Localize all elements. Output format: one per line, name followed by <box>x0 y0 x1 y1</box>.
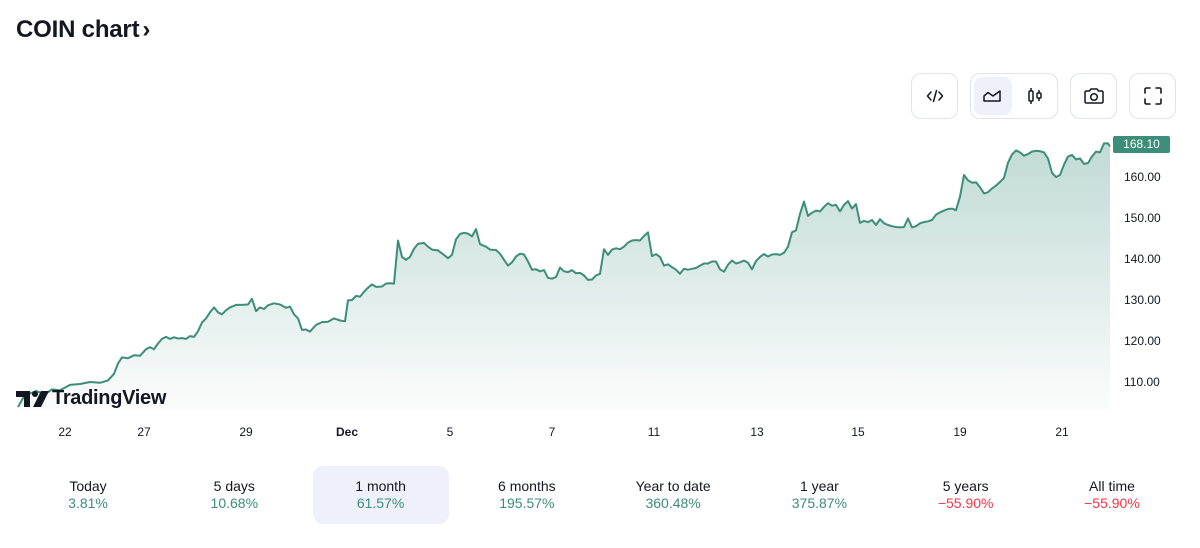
period-label: All time <box>1089 478 1135 494</box>
x-axis-tick: 22 <box>58 425 72 439</box>
y-axis-tick: 120.00 <box>1124 334 1161 348</box>
period-label: 5 days <box>213 478 255 494</box>
y-axis-tick: 110.00 <box>1124 375 1160 389</box>
area-chart-button[interactable] <box>974 77 1012 115</box>
performance-periods: Today 3.81% 5 days 10.68% 1 month 61.57% 6 mon… <box>0 466 1200 524</box>
period-tab-all-time[interactable]: All time −55.90% <box>1044 466 1180 524</box>
period-label: 5 years <box>942 478 989 494</box>
price-area-fill <box>18 143 1110 410</box>
period-change-value: 10.68% <box>210 495 259 511</box>
fullscreen-icon <box>1143 87 1162 105</box>
chevron-right-icon: › <box>142 16 151 43</box>
chart-toolbar <box>911 73 1176 119</box>
period-tab-5-years[interactable]: 5 years −55.90% <box>898 466 1034 524</box>
period-label: 6 months <box>498 478 556 494</box>
period-tab-today[interactable]: Today 3.81% <box>20 466 156 524</box>
period-tab-5-days[interactable]: 5 days 10.68% <box>166 466 302 524</box>
page-title: COIN chart <box>16 16 140 43</box>
period-label: Year to date <box>635 478 711 494</box>
camera-icon <box>1083 88 1104 104</box>
x-axis-tick: 11 <box>647 425 661 439</box>
period-tab-1-month[interactable]: 1 month 61.57% <box>312 466 449 524</box>
tradingview-logo-icon <box>16 390 49 407</box>
y-axis-tick: 140.00 <box>1124 252 1161 266</box>
period-change-value: 375.87% <box>791 495 848 511</box>
x-axis-tick: 29 <box>239 425 253 439</box>
period-change-value: 3.81% <box>68 495 108 511</box>
embed-code-button[interactable] <box>911 73 958 119</box>
period-label: Today <box>69 478 107 494</box>
x-axis-tick: Dec <box>335 425 359 439</box>
y-axis-tick: 130.00 <box>1124 293 1161 307</box>
price-line <box>17 142 1111 408</box>
period-change-value: −55.90% <box>937 495 994 511</box>
area-chart-icon <box>983 90 1001 102</box>
fullscreen-button[interactable] <box>1129 73 1176 119</box>
period-change-value: 61.57% <box>356 495 405 511</box>
x-axis-tick: 13 <box>750 425 764 439</box>
chart-type-toggle <box>970 73 1058 119</box>
period-change-value: −55.90% <box>1084 495 1140 511</box>
period-tab-1-year[interactable]: 1 year 375.87% <box>751 466 887 524</box>
chart-title-link[interactable]: COIN chart › <box>16 16 150 44</box>
price-chart[interactable]: 168.10 160.00 150.00 140.00 130.00 120.0… <box>0 125 1200 445</box>
period-label: 1 month <box>355 478 406 494</box>
period-tab-year-to-date[interactable]: Year to date 360.48% <box>605 466 741 524</box>
last-price-tag: 168.10 <box>1113 136 1170 153</box>
x-axis-tick: 21 <box>1055 425 1069 439</box>
period-change-value: 360.48% <box>645 495 701 511</box>
x-axis-tick: 15 <box>851 425 865 439</box>
period-label: 1 year <box>799 478 839 494</box>
x-axis-tick: 27 <box>137 425 151 439</box>
period-change-value: 195.57% <box>499 495 555 511</box>
period-tab-6-months[interactable]: 6 months 195.57% <box>459 466 595 524</box>
y-axis-tick: 150.00 <box>1124 211 1161 225</box>
candlestick-icon <box>1028 88 1042 104</box>
x-axis-tick: 7 <box>548 425 556 439</box>
tradingview-logo[interactable]: TradingView <box>16 387 166 410</box>
code-icon <box>926 89 943 103</box>
y-axis-tick: 160.00 <box>1124 170 1161 184</box>
area-chart-plot[interactable] <box>0 125 1200 445</box>
candlestick-chart-button[interactable] <box>1016 77 1054 115</box>
x-axis-tick: 5 <box>446 425 454 439</box>
tradingview-logo-text: TradingView <box>52 387 167 409</box>
snapshot-button[interactable] <box>1070 73 1117 119</box>
x-axis-tick: 19 <box>953 425 967 439</box>
